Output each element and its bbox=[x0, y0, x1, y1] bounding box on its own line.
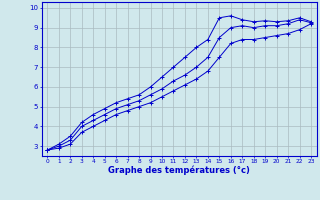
X-axis label: Graphe des températures (°c): Graphe des températures (°c) bbox=[108, 166, 250, 175]
